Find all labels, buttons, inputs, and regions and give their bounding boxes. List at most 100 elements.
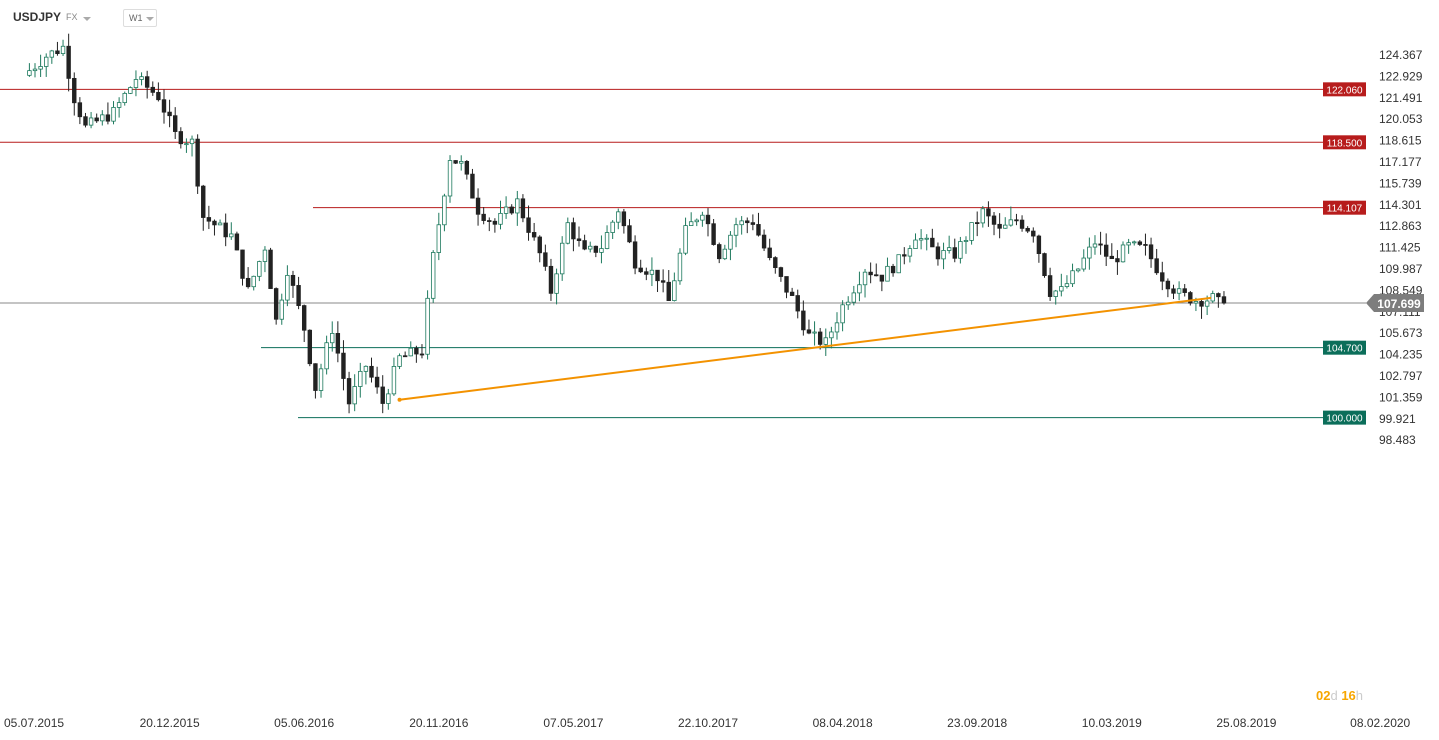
candle-body (559, 242, 565, 275)
candle-body (240, 249, 245, 279)
candle-body (767, 247, 772, 259)
candle-body (268, 249, 273, 289)
price-tick-label: 104.235 (1379, 348, 1423, 362)
current-price-tag-bg (1366, 294, 1424, 313)
candle-body (885, 265, 890, 282)
level-tag-bg (1323, 200, 1366, 215)
candle-body (262, 249, 268, 262)
candle-body (543, 252, 548, 267)
candle-body (1042, 253, 1047, 277)
candle-body (1115, 258, 1120, 263)
candle-body (638, 267, 643, 273)
level-tag-label: 104.700 (1326, 344, 1363, 355)
candle-body (414, 347, 419, 355)
candle-body (1143, 244, 1148, 246)
candle-body (834, 322, 840, 333)
candle-body (694, 219, 699, 223)
timeframe-select[interactable]: W1 (123, 9, 157, 27)
date-tick-label: 20.11.2016 (409, 716, 468, 730)
date-tick-label: 05.07.2015 (4, 716, 64, 730)
candle-body (879, 274, 885, 282)
candle-body (588, 245, 593, 250)
price-tick-label: 114.301 (1379, 198, 1422, 212)
candle-body (739, 220, 744, 226)
trendline-handle (397, 397, 402, 402)
candle-body (27, 70, 32, 76)
price-tick-label: 124.367 (1379, 48, 1423, 62)
candle-body (1126, 242, 1131, 246)
candle-body (952, 247, 957, 259)
candle-body (156, 91, 161, 101)
date-tick-label: 08.04.2018 (813, 716, 873, 730)
candle-body (1216, 293, 1221, 298)
candle-body (279, 299, 284, 320)
candle-body (1165, 280, 1171, 290)
candle-body (290, 274, 296, 286)
candle-body (728, 234, 733, 250)
candle-body (1176, 288, 1182, 294)
candle-body (341, 352, 346, 379)
candle-body (503, 206, 509, 214)
candle-body (1154, 258, 1159, 274)
candle-body (481, 213, 486, 221)
candle-body (1059, 286, 1064, 292)
countdown-hour-unit: h (1355, 688, 1364, 703)
candle-body (1064, 283, 1070, 287)
candle-body (139, 76, 144, 80)
price-tick-label: 102.797 (1379, 369, 1423, 383)
candle-body (683, 225, 688, 254)
candle-body (369, 365, 374, 378)
candle-body (1188, 292, 1193, 304)
candle-body (88, 117, 94, 126)
candle-body (1221, 296, 1227, 304)
candle-countdown: 02d 16h (1316, 688, 1363, 703)
candle-body (1182, 288, 1187, 293)
price-tick-label: 101.359 (1379, 390, 1423, 404)
candle-body (1103, 244, 1109, 257)
candle-body (105, 114, 111, 122)
candle-body (436, 224, 441, 253)
candle-body (402, 355, 408, 358)
candle-body (745, 220, 750, 224)
candle-body (548, 265, 554, 294)
candle-body (1098, 243, 1103, 246)
candle-body (761, 234, 767, 249)
symbol-label[interactable]: USDJPY (13, 10, 62, 24)
candle-body (273, 288, 279, 320)
candle-body (935, 246, 941, 260)
candle-body (301, 305, 307, 331)
candle-body (1160, 272, 1165, 282)
market-label[interactable]: FX (66, 12, 78, 22)
date-axis: 05.07.2015 20.12.2015 05.06.2016 20.11.2016… (4, 716, 1411, 730)
price-axis: 124.367 122.929 121.491 120.053 118.615 117.1… (1379, 48, 1423, 447)
candle-body (688, 221, 694, 226)
level-tag-label: 114.107 (1327, 204, 1363, 215)
candlesticks (27, 33, 1227, 414)
candle-body (986, 208, 991, 217)
candle-body (189, 138, 195, 145)
candle-body (313, 363, 318, 391)
market-dropdown-chevron-down-icon[interactable] (83, 17, 91, 21)
candle-body (380, 386, 385, 404)
level-tag-label: 100.000 (1326, 414, 1363, 425)
candle-body (251, 275, 256, 288)
price-tick-label: 117.177 (1379, 155, 1422, 169)
candle-body (296, 285, 301, 306)
candle-body (346, 378, 352, 405)
candle-body (1199, 301, 1204, 307)
price-tick-label: 118.615 (1379, 134, 1422, 148)
candle-body (829, 331, 834, 339)
candle-body (167, 111, 172, 117)
candle-body (582, 240, 587, 250)
candle-body (531, 232, 537, 238)
candle-body (789, 291, 795, 296)
countdown-hours: 16 (1341, 688, 1356, 703)
level-tag-bg (1323, 340, 1366, 355)
candle-body (352, 386, 357, 405)
candle-body (459, 160, 464, 164)
candle-body (756, 224, 761, 236)
trendline-group[interactable] (397, 296, 1212, 402)
candle-body (453, 160, 458, 164)
price-tick-label: 108.549 (1379, 283, 1423, 297)
